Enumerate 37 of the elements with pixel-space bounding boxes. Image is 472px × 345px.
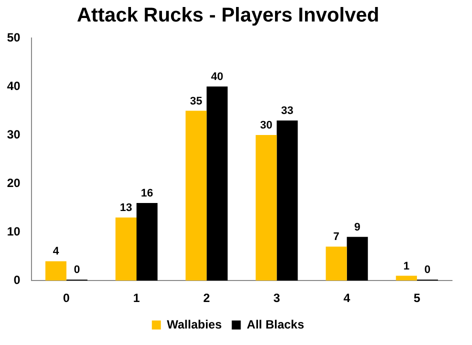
data-label: 16 (140, 188, 154, 200)
bar (346, 236, 368, 281)
bar (186, 110, 207, 281)
data-label: 35 (190, 95, 202, 108)
data-label: 0 (424, 264, 431, 276)
chart-title: Attack Rucks - Players Involved (76, 4, 380, 27)
data-label: 7 (333, 231, 340, 244)
bar (136, 202, 158, 281)
data-label: 13 (120, 202, 132, 214)
data-label: 4 (52, 246, 60, 258)
bar (396, 276, 417, 281)
y-tick-label: 40 (6, 78, 21, 93)
x-tick-label: 5 (414, 291, 421, 306)
x-tick-label: 0 (63, 291, 70, 306)
legend-label: Wallabies (166, 317, 222, 332)
data-label: 1 (403, 260, 410, 272)
x-tick-label: 1 (133, 291, 140, 306)
y-tick-label: 30 (6, 127, 21, 142)
bar (276, 120, 298, 281)
y-tick-label: 50 (6, 30, 21, 44)
data-label: 30 (260, 120, 272, 132)
bar (115, 218, 137, 281)
y-tick-label: 20 (6, 176, 21, 190)
bar (256, 135, 277, 281)
bar (45, 261, 66, 281)
x-tick-label: 3 (273, 291, 280, 306)
bar (326, 246, 347, 281)
data-label: 0 (74, 264, 80, 276)
data-label: 40 (211, 71, 224, 84)
y-tick-label: 0 (14, 272, 21, 287)
x-tick-label: 4 (343, 291, 350, 306)
x-tick-label: 2 (203, 291, 210, 306)
legend-label: All Blacks (246, 317, 304, 332)
data-label: 33 (281, 105, 294, 118)
y-tick-label: 10 (6, 224, 21, 238)
data-label: 9 (354, 221, 360, 234)
bar (206, 86, 228, 281)
